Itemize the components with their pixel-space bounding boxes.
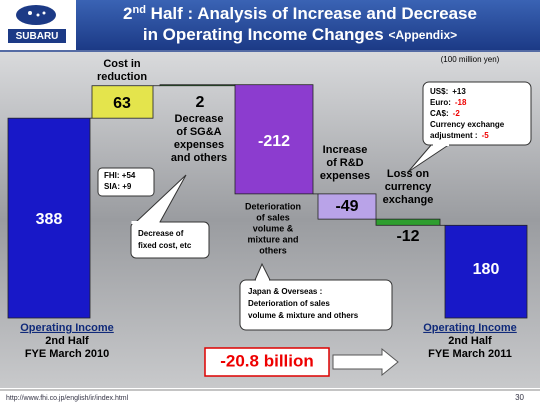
callout-text: fixed cost, etc [138,241,192,250]
logo-emblem [16,5,56,25]
callout-label: Euro: [430,98,451,107]
callout-label: Currency exchange [430,120,505,129]
change-box [204,347,330,377]
callout-text: volume & mixture and others [248,311,359,320]
logo-text: SUBARU [16,31,59,42]
value-label: -49 [335,198,358,215]
callout-text: Japan & Overseas : [248,287,322,296]
bar [91,85,154,119]
callout-text: FHI: +54 [104,171,136,180]
logo-star [42,11,46,15]
title-tag: <Appendix> [388,28,457,42]
category-label: Operating Income [20,322,114,334]
bar [317,193,377,220]
category-label: Decrease [175,113,224,125]
callout-text: Deterioration of sales [248,299,330,308]
callout-text: US$: +13 [430,87,466,96]
category-label: Operating Income [423,322,517,334]
title: in Operating Income Changes <Appendix> [143,25,457,44]
unit-label: (100 million yen) [441,55,500,64]
callout-box [422,81,532,146]
title-superscript: nd [132,4,145,16]
callout-pointer [135,174,187,223]
category-label: 2nd Half [448,335,492,347]
callout-text: adjustment : -5 [430,131,489,140]
callout-joint [131,221,160,224]
title: 2nd Half : Analysis of Increase and Decr… [123,4,477,24]
callout-box [130,221,210,259]
header-band [76,0,540,50]
category-label: exchange [383,194,434,206]
category-label: volume & [253,223,294,233]
bar [234,84,314,195]
category-label: currency [385,181,432,193]
callout-box [239,279,393,331]
category-label: reduction [97,71,147,83]
category-label: FYE March 2010 [25,348,109,360]
callout-value: -18 [455,98,467,107]
value-label: 180 [473,261,500,278]
callout-label: adjustment : [430,131,478,140]
category-label: expenses [320,170,370,182]
callout-value: -2 [453,109,461,118]
callout-joint [433,143,449,146]
category-label: Increase [323,144,368,156]
page-number: 30 [515,393,524,402]
value-label: -12 [396,228,419,245]
callout-text: SIA: +9 [104,182,132,191]
category-label: 2nd Half [45,335,89,347]
title-part: in Operating Income Changes [143,25,389,44]
value-label: 388 [36,211,63,228]
callout-text: Currency exchange [430,120,505,129]
category-label: Deterioration [245,201,301,211]
callout-label: US$: [430,87,448,96]
bar [444,224,528,319]
callout-box [97,167,155,197]
category-label: Loss on [387,168,429,180]
callout-label: CA$: [430,109,449,118]
logo-star [36,13,40,17]
category-label: mixture and [247,234,298,244]
category-label: FYE March 2011 [428,348,512,360]
category-label: others [259,245,287,255]
callout-value: -5 [482,131,490,140]
change-label: -20.8 billion [220,351,314,370]
logo-star [28,11,32,15]
title-part: Half : Analysis of Increase and Decrease [146,4,477,23]
value-label: 63 [113,95,131,112]
change-arrow [332,347,399,377]
category-label: of sales [256,212,290,222]
bar [7,117,91,319]
callout-value: +13 [452,87,466,96]
value-label: -212 [258,133,290,150]
bar [159,84,236,87]
category-label: expenses [174,139,224,151]
callout-pointer [254,262,271,281]
callout-pointer [407,143,451,173]
callout-joint [256,279,269,282]
category-label: and others [171,152,227,164]
callout-text: Euro: -18 [430,98,467,107]
callout-text: Decrease of [138,229,184,238]
category-label: of R&D [326,157,363,169]
category-label: Cost in [103,58,141,70]
title-part: 2 [123,4,132,23]
category-label: of SG&A [176,126,221,138]
footer-url: http://www.fhi.co.jp/english/ir/index.ht… [6,395,129,402]
callout-text: CA$: -2 [430,109,460,118]
bar [375,218,441,226]
logo-box [8,29,66,43]
value-label: 2 [196,94,205,111]
